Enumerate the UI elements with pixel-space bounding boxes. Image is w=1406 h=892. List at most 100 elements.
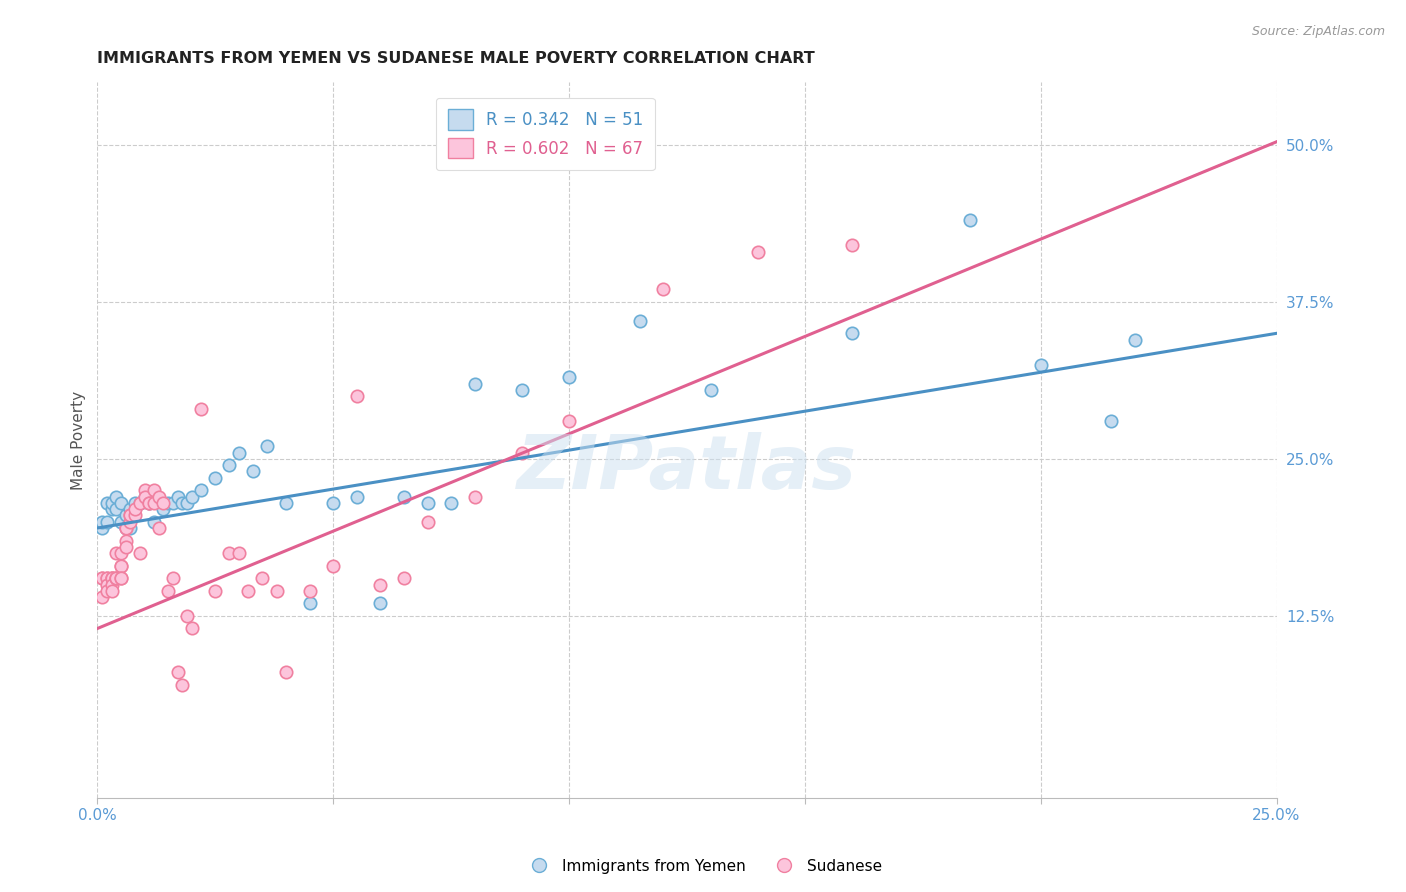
- Point: [120, 515, 142, 529]
- Point: [172, 496, 194, 510]
- Point: [162, 496, 184, 510]
- Point: [128, 496, 150, 510]
- Point: [142, 515, 165, 529]
- Point: [841, 238, 863, 252]
- Point: [464, 490, 486, 504]
- Point: [96, 571, 118, 585]
- Point: [148, 521, 170, 535]
- Point: [120, 508, 142, 523]
- Point: [218, 458, 240, 473]
- Point: [166, 490, 188, 504]
- Point: [134, 483, 156, 498]
- Point: [96, 571, 118, 585]
- Point: [142, 496, 165, 510]
- Point: [322, 558, 344, 573]
- Point: [124, 508, 146, 523]
- Point: [134, 490, 156, 504]
- Point: [105, 490, 128, 504]
- Point: [322, 496, 344, 510]
- Point: [96, 515, 118, 529]
- Point: [274, 496, 297, 510]
- Point: [96, 583, 118, 598]
- Point: [558, 414, 581, 428]
- Point: [120, 521, 142, 535]
- Point: [190, 401, 212, 416]
- Point: [100, 583, 122, 598]
- Text: ZIPatlas: ZIPatlas: [517, 433, 856, 505]
- Legend: Immigrants from Yemen, Sudanese: Immigrants from Yemen, Sudanese: [517, 853, 889, 880]
- Point: [162, 571, 184, 585]
- Point: [105, 502, 128, 516]
- Point: [747, 244, 769, 259]
- Point: [416, 515, 439, 529]
- Legend: R = 0.342   N = 51, R = 0.602   N = 67: R = 0.342 N = 51, R = 0.602 N = 67: [436, 97, 655, 170]
- Point: [510, 445, 533, 459]
- Point: [416, 496, 439, 510]
- Point: [138, 496, 160, 510]
- Point: [558, 370, 581, 384]
- Point: [370, 577, 392, 591]
- Point: [105, 546, 128, 560]
- Point: [157, 496, 180, 510]
- Point: [91, 515, 114, 529]
- Point: [110, 571, 132, 585]
- Point: [1029, 358, 1052, 372]
- Point: [91, 571, 114, 585]
- Point: [110, 515, 132, 529]
- Point: [105, 571, 128, 585]
- Point: [128, 546, 150, 560]
- Point: [110, 496, 132, 510]
- Point: [266, 583, 288, 598]
- Point: [204, 583, 226, 598]
- Point: [110, 571, 132, 585]
- Point: [180, 622, 202, 636]
- Point: [166, 665, 188, 680]
- Point: [346, 490, 368, 504]
- Point: [100, 496, 122, 510]
- Point: [100, 502, 122, 516]
- Point: [176, 609, 198, 624]
- Point: [100, 571, 122, 585]
- Point: [124, 502, 146, 516]
- Point: [190, 483, 212, 498]
- Point: [114, 521, 136, 535]
- Point: [959, 213, 981, 227]
- Y-axis label: Male Poverty: Male Poverty: [72, 391, 86, 490]
- Point: [100, 577, 122, 591]
- Point: [157, 583, 180, 598]
- Point: [134, 490, 156, 504]
- Point: [142, 483, 165, 498]
- Point: [176, 496, 198, 510]
- Point: [91, 521, 114, 535]
- Point: [392, 571, 415, 585]
- Point: [298, 583, 321, 598]
- Point: [228, 546, 250, 560]
- Point: [172, 678, 194, 692]
- Point: [114, 508, 136, 523]
- Point: [464, 376, 486, 391]
- Point: [124, 496, 146, 510]
- Point: [120, 508, 142, 523]
- Point: [440, 496, 463, 510]
- Point: [628, 314, 651, 328]
- Point: [114, 521, 136, 535]
- Point: [128, 496, 150, 510]
- Point: [100, 571, 122, 585]
- Point: [105, 571, 128, 585]
- Point: [242, 465, 264, 479]
- Point: [652, 282, 675, 296]
- Point: [510, 383, 533, 397]
- Point: [841, 326, 863, 341]
- Point: [228, 445, 250, 459]
- Point: [105, 571, 128, 585]
- Point: [114, 540, 136, 554]
- Text: IMMIGRANTS FROM YEMEN VS SUDANESE MALE POVERTY CORRELATION CHART: IMMIGRANTS FROM YEMEN VS SUDANESE MALE P…: [97, 51, 815, 66]
- Point: [152, 496, 174, 510]
- Point: [114, 533, 136, 548]
- Point: [370, 596, 392, 610]
- Point: [392, 490, 415, 504]
- Point: [180, 490, 202, 504]
- Point: [138, 496, 160, 510]
- Point: [110, 558, 132, 573]
- Point: [298, 596, 321, 610]
